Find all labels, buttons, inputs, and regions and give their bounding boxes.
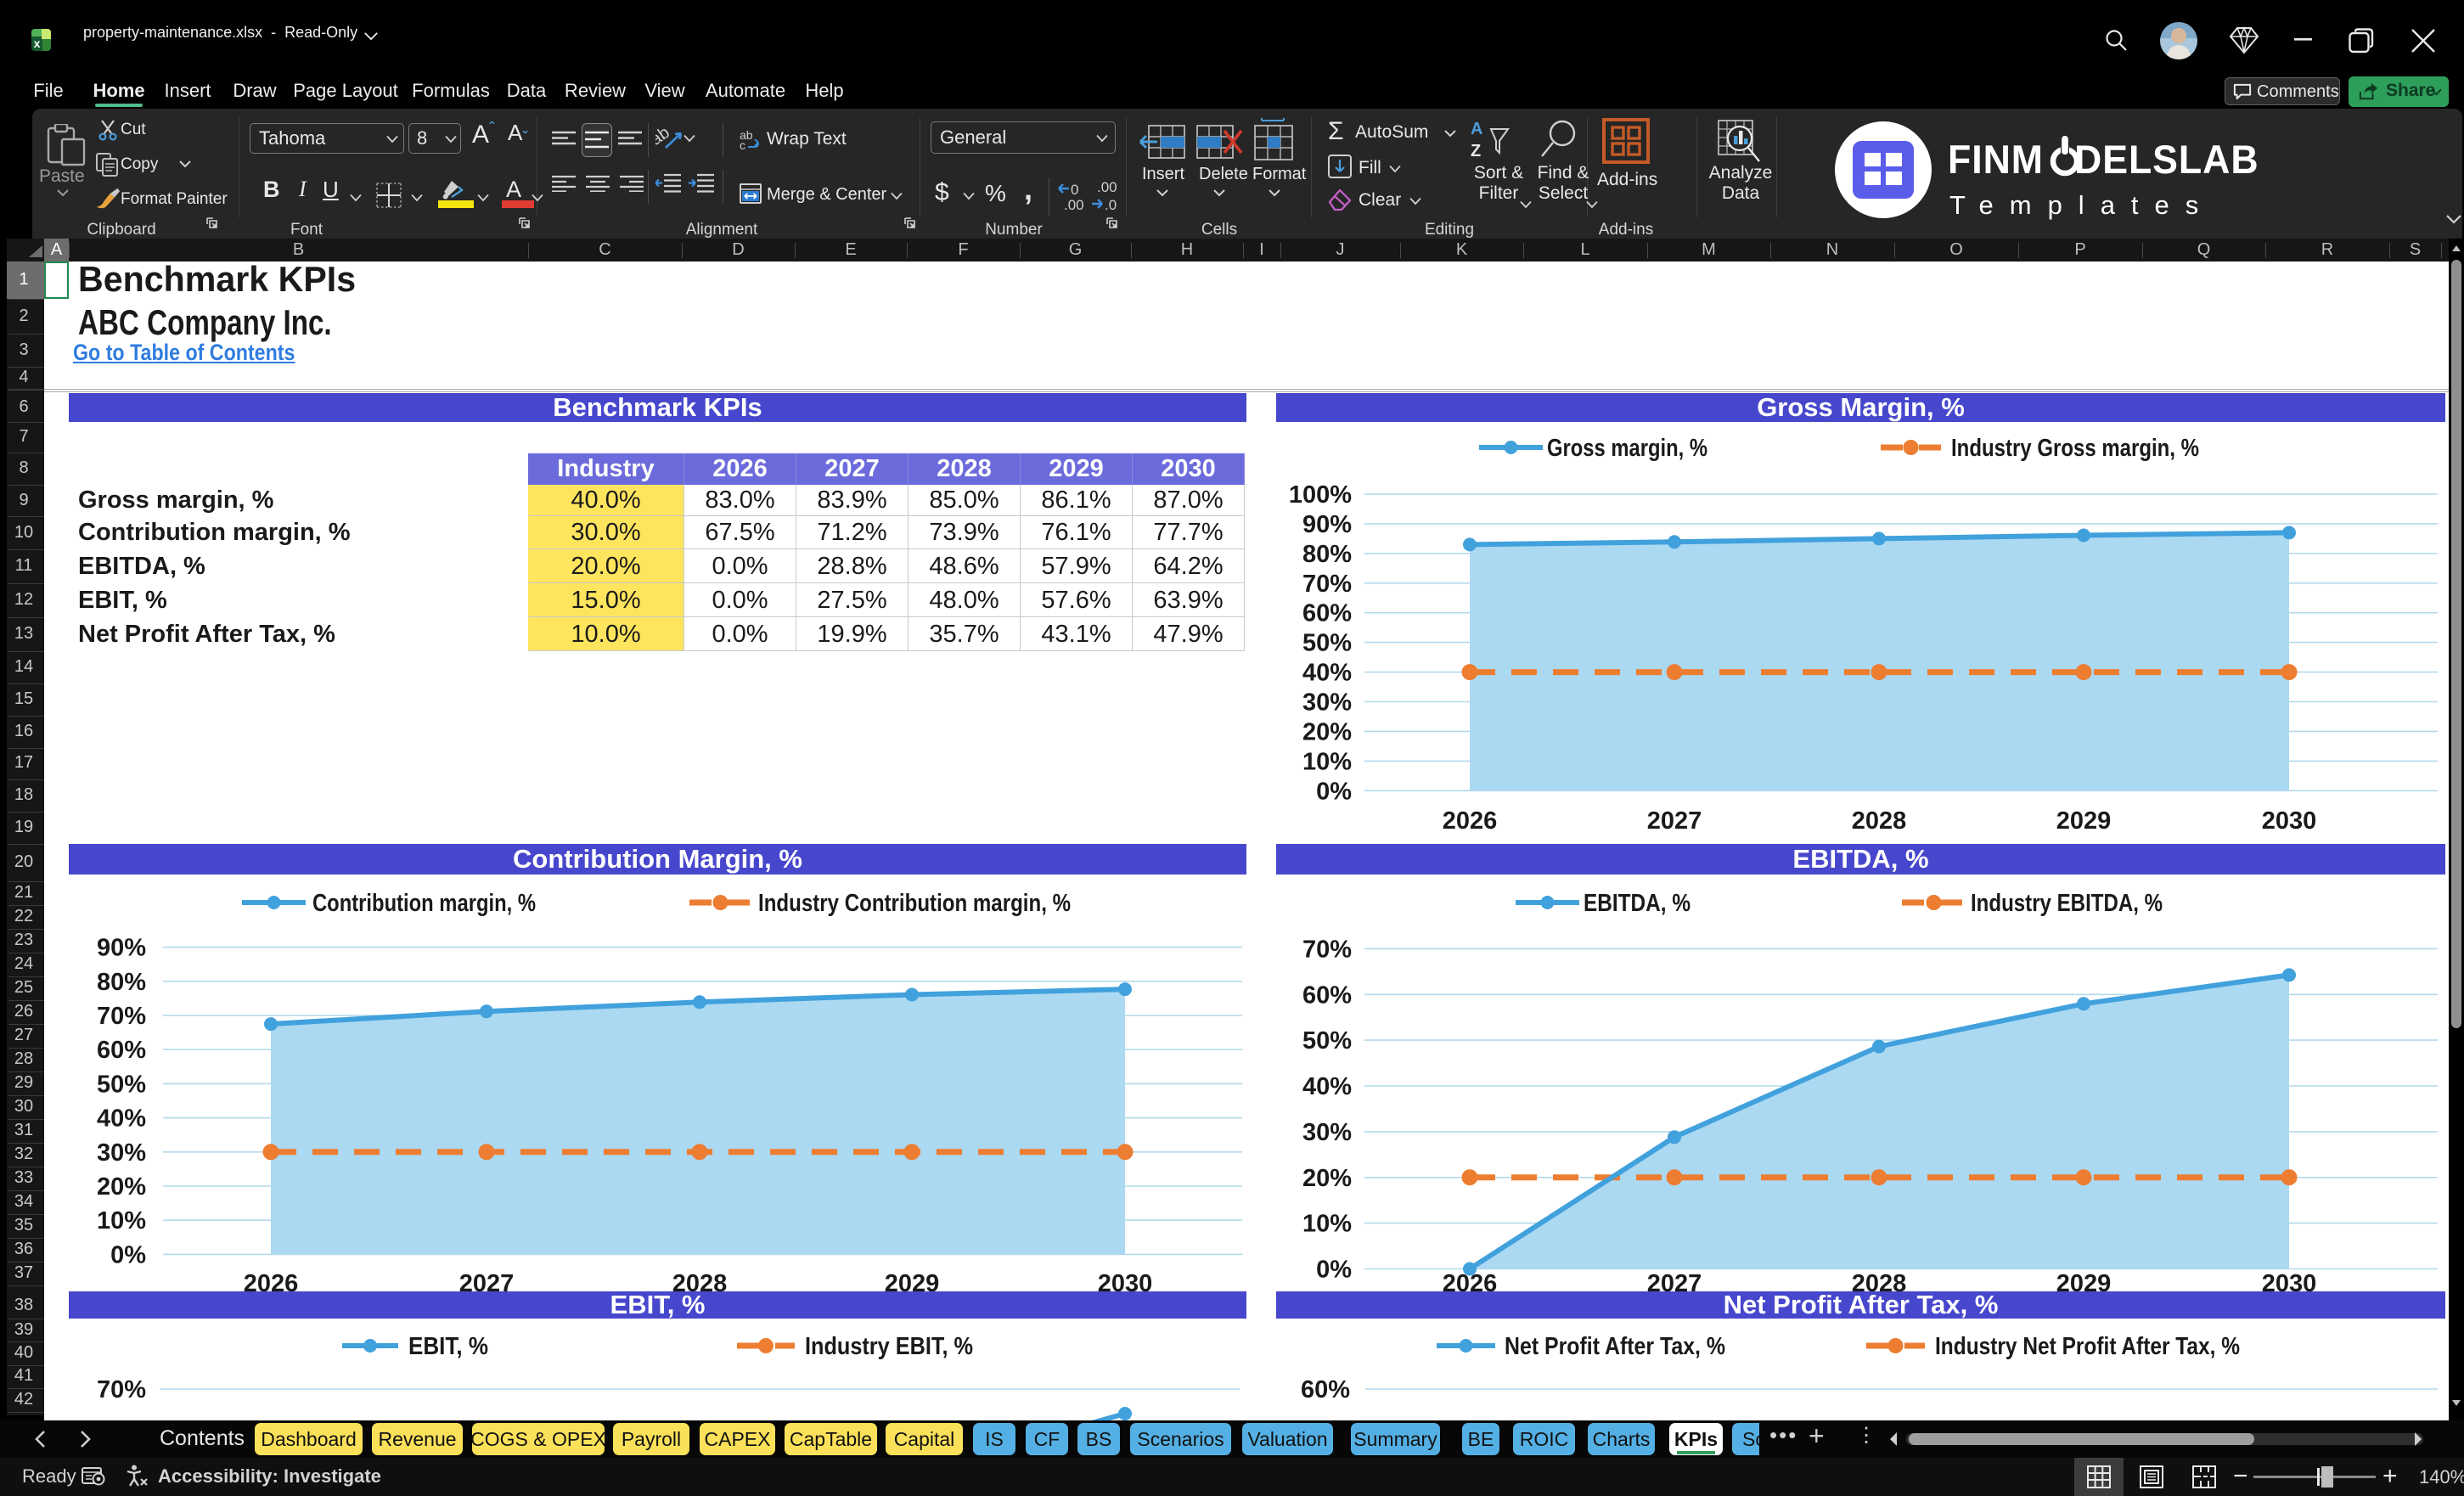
svg-text:2028: 2028 xyxy=(1852,1270,1907,1291)
svg-text:2028: 2028 xyxy=(672,1270,728,1291)
svg-text:70%: 70% xyxy=(97,1376,146,1403)
svg-text:x: x xyxy=(34,37,41,50)
svg-text:10%: 10% xyxy=(1302,1211,1352,1238)
svg-text:0%: 0% xyxy=(110,1241,146,1268)
svg-text:100%: 100% xyxy=(1289,481,1352,509)
svg-text:2029: 2029 xyxy=(2056,807,2112,835)
svg-text:2030: 2030 xyxy=(1098,1270,1153,1291)
svg-text:ab: ab xyxy=(740,129,753,142)
svg-text:0%: 0% xyxy=(1316,778,1352,805)
svg-text:Gross margin, %: Gross margin, % xyxy=(1547,435,1707,462)
svg-text:Industry Gross margin, %: Industry Gross margin, % xyxy=(1951,435,2199,462)
svg-text:2026: 2026 xyxy=(244,1270,299,1291)
svg-text:0%: 0% xyxy=(1316,1257,1352,1284)
svg-text:2027: 2027 xyxy=(1647,1270,1702,1291)
svg-text:2026: 2026 xyxy=(1443,1270,1498,1291)
svg-text:10%: 10% xyxy=(1302,748,1352,775)
svg-text:0: 0 xyxy=(1071,182,1078,198)
svg-text:40%: 40% xyxy=(1302,1073,1352,1100)
svg-text:90%: 90% xyxy=(1302,511,1352,538)
svg-text:ab: ab xyxy=(655,126,673,149)
svg-text:.0: .0 xyxy=(1105,197,1117,212)
svg-text:60%: 60% xyxy=(1301,1376,1350,1403)
svg-text:.00: .00 xyxy=(1064,197,1084,212)
svg-text:90%: 90% xyxy=(97,935,146,962)
svg-text:60%: 60% xyxy=(97,1037,146,1064)
svg-text:30%: 30% xyxy=(1302,1119,1352,1146)
svg-text:2026: 2026 xyxy=(1443,807,1498,835)
svg-text:70%: 70% xyxy=(1302,936,1352,963)
svg-text:2029: 2029 xyxy=(885,1270,940,1291)
svg-text:30%: 30% xyxy=(1302,689,1352,717)
svg-text:EBITDA, %: EBITDA, % xyxy=(1584,890,1690,917)
svg-text:10%: 10% xyxy=(97,1207,146,1234)
svg-text:2027: 2027 xyxy=(459,1270,515,1291)
svg-text:20%: 20% xyxy=(1302,718,1352,745)
svg-text:2027: 2027 xyxy=(1647,807,1702,835)
svg-text:60%: 60% xyxy=(1302,981,1352,1009)
svg-text:30%: 30% xyxy=(97,1139,146,1167)
svg-text:80%: 80% xyxy=(1302,541,1352,568)
svg-text:EBIT, %: EBIT, % xyxy=(408,1333,488,1360)
svg-text:Industry Contribution margin,: Industry Contribution margin, % xyxy=(758,890,1071,917)
svg-text:Z: Z xyxy=(1471,142,1481,160)
svg-text:60%: 60% xyxy=(1302,600,1352,627)
svg-text:40%: 40% xyxy=(97,1105,146,1133)
svg-text:2028: 2028 xyxy=(1852,807,1907,835)
svg-text:50%: 50% xyxy=(1302,1027,1352,1055)
svg-text:20%: 20% xyxy=(1302,1165,1352,1192)
svg-text:50%: 50% xyxy=(97,1071,146,1098)
svg-text:40%: 40% xyxy=(1302,660,1352,687)
svg-text:70%: 70% xyxy=(1302,571,1352,598)
svg-text:c: c xyxy=(740,138,745,151)
svg-text:2030: 2030 xyxy=(2262,1270,2317,1291)
svg-text:A: A xyxy=(1471,121,1482,138)
svg-text:Industry EBIT, %: Industry EBIT, % xyxy=(805,1333,973,1360)
svg-text:Industry EBITDA, %: Industry EBITDA, % xyxy=(1971,890,2163,917)
svg-text:Net Profit After Tax, %: Net Profit After Tax, % xyxy=(1505,1333,1725,1360)
svg-text:Contribution margin, %: Contribution margin, % xyxy=(312,890,536,917)
svg-text:Industry Net Profit After Tax,: Industry Net Profit After Tax, % xyxy=(1935,1333,2240,1360)
svg-text:.00: .00 xyxy=(1097,180,1117,195)
svg-text:2030: 2030 xyxy=(2262,807,2317,835)
svg-text:2029: 2029 xyxy=(2056,1270,2112,1291)
svg-text:50%: 50% xyxy=(1302,630,1352,657)
svg-text:80%: 80% xyxy=(97,969,146,996)
svg-text:20%: 20% xyxy=(97,1173,146,1201)
svg-text:70%: 70% xyxy=(97,1003,146,1030)
